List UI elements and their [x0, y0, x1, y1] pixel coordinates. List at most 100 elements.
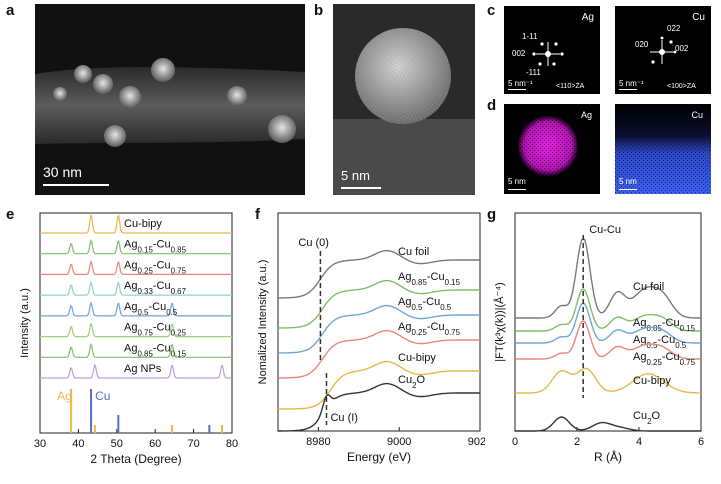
eds-title: Ag — [580, 110, 592, 120]
exafs-x-tick-label: 6 — [698, 436, 704, 448]
panel-label-c: c — [487, 2, 496, 19]
xrd-series-line — [40, 301, 232, 317]
exafs-series-label: Ag0.5-Cu0.5 — [633, 334, 687, 350]
eds-title: Cu — [691, 110, 703, 120]
xrd-series-label: Ag0.25-Cu0.75 — [124, 259, 187, 275]
xrd-series-line — [40, 342, 232, 358]
scale-bar — [341, 187, 381, 189]
xanes-annotation-cu1: Cu (I) — [330, 412, 358, 424]
xrd-series-label: Ag0.33-Cu0.67 — [124, 280, 186, 296]
xanes-series-line — [278, 329, 480, 379]
exafs-x-axis-label: R (Å) — [594, 449, 622, 464]
xanes-series-line — [278, 279, 480, 329]
panel-label-b: b — [314, 2, 324, 19]
xrd-series-line — [40, 363, 232, 379]
fft-spot-label: 1-11 — [522, 32, 538, 41]
scale-bar-label: 5 nm — [619, 177, 637, 186]
exafs-series-line — [515, 288, 701, 332]
exafs-series-label: Cu-bipy — [633, 375, 671, 387]
xrd-x-tick-label: 70 — [187, 438, 199, 450]
xrd-series-label: Ag0.5-Cu0.5 — [124, 301, 178, 317]
fft-pattern — [532, 42, 564, 66]
xrd-x-tick-label: 30 — [34, 438, 46, 450]
exafs-series-line — [515, 236, 701, 319]
panel-label-d: d — [487, 97, 497, 114]
xrd-series-label: Cu-bipy — [124, 218, 162, 230]
exafs-series-label: Ag0.25-Cu0.75 — [633, 351, 696, 367]
xrd-plot-frame — [39, 212, 233, 434]
exafs-series-line — [515, 320, 701, 360]
chart-g-exafs: 0 2 4 6R (Å)|FT(k³χ(k))|(Å⁻⁴) Cu foilAg0.85-… — [493, 212, 704, 464]
exafs-series-line — [515, 416, 701, 432]
scale-bar-label: 5 nm — [508, 177, 526, 186]
xrd-series-label: Ag0.75-Cu0.25 — [124, 322, 187, 338]
panel-b-hr-image: 5 nm — [333, 4, 475, 195]
xrd-ref-label-cu: Cu — [95, 389, 110, 403]
xrd-ref-label-ag: Ag — [57, 389, 72, 403]
xanes-x-tick-label: 9020 — [468, 436, 485, 448]
exafs-plot-frame — [514, 212, 702, 432]
xrd-series-label: Ag0.15-Cu0.85 — [124, 239, 187, 255]
exafs-series-line — [515, 367, 701, 394]
scale-bar — [508, 89, 526, 90]
xanes-plot-frame — [277, 212, 481, 432]
panel-c-ag-fft: Ag 1-11 002 -111 5 nm⁻¹ <110>ZA — [504, 6, 600, 94]
xrd-series-label: Ag0.85-Cu0.15 — [124, 342, 187, 358]
fft-spot-label: 022 — [667, 24, 681, 33]
fft-pattern — [650, 36, 677, 64]
xanes-series-label: Cu-bipy — [398, 352, 436, 364]
xanes-x-tick-label: 8980 — [306, 436, 330, 448]
chart-f-xanes: 8980 9000 9020 Energy (eV) Nomalized Intensi… — [257, 212, 485, 464]
nanoparticle — [151, 58, 175, 82]
xrd-y-axis-label: Intensity (a.u.) — [19, 288, 31, 358]
fft-title: Ag — [581, 12, 594, 23]
scale-bar — [508, 189, 526, 190]
exafs-series-line — [515, 302, 701, 344]
xanes-x-axis-label: Energy (eV) — [347, 450, 411, 464]
xrd-series-line — [40, 321, 232, 338]
xanes-series-line — [278, 360, 480, 410]
fft-title: Cu — [692, 12, 705, 23]
panel-d-cu-map: Cu 5 nm — [615, 104, 711, 194]
fft-spot-label: 020 — [635, 40, 649, 49]
exafs-annotation-cucu: Cu-Cu — [589, 224, 621, 236]
scale-bar-label: 5 nm⁻¹ — [508, 79, 533, 88]
nanoparticle — [93, 74, 113, 94]
xrd-series-label: Ag NPs — [124, 363, 162, 375]
nanoparticle — [104, 125, 126, 147]
exafs-y-axis-label: |FT(k³χ(k))|(Å⁻⁴) — [493, 282, 506, 361]
xrd-x-tick-label: 40 — [72, 438, 84, 450]
xrd-series-line — [40, 212, 232, 234]
eds-map-svg — [615, 104, 711, 194]
panel-a-haadf-image: 30 nm — [35, 4, 305, 195]
xanes-series-line — [278, 382, 480, 432]
xrd-x-tick-label: 60 — [149, 438, 161, 450]
panel-label-g: g — [487, 206, 497, 223]
xrd-x-tick-label: 80 — [226, 438, 238, 450]
fft-spot-label: 002 — [512, 49, 526, 58]
nanoparticle — [268, 115, 296, 143]
zone-axis-label: <110>ZA — [556, 83, 585, 90]
nanoparticle — [227, 86, 247, 106]
nanoparticle — [74, 65, 92, 83]
xanes-series-line — [278, 249, 480, 299]
xrd-x-axis-label: 2 Theta (Degree) — [90, 452, 181, 466]
scale-bar — [43, 184, 109, 186]
xrd-series-line — [40, 239, 232, 255]
xanes-series-label: Ag0.25-Cu0.75 — [398, 321, 461, 337]
panel-a-svg — [35, 4, 305, 195]
exafs-series-label: Cu2O — [633, 410, 660, 426]
xanes-series-label: Cu2O — [398, 374, 425, 390]
scale-bar-label: 5 nm — [341, 168, 370, 183]
eds-map-svg — [518, 116, 578, 176]
exafs-x-tick-label: 4 — [636, 436, 642, 448]
panel-label-e: e — [6, 206, 15, 223]
xanes-series-label: Ag0.85-Cu0.15 — [398, 271, 461, 287]
panel-label-a: a — [6, 2, 15, 19]
xrd-series-line — [40, 259, 232, 275]
xanes-x-tick-label: 9000 — [387, 436, 411, 448]
xrd-x-tick-label: 50 — [111, 438, 123, 450]
nanoparticle — [119, 86, 141, 108]
fft-spot-label: 002 — [675, 44, 689, 53]
scale-bar-label: 5 nm⁻¹ — [619, 79, 644, 88]
